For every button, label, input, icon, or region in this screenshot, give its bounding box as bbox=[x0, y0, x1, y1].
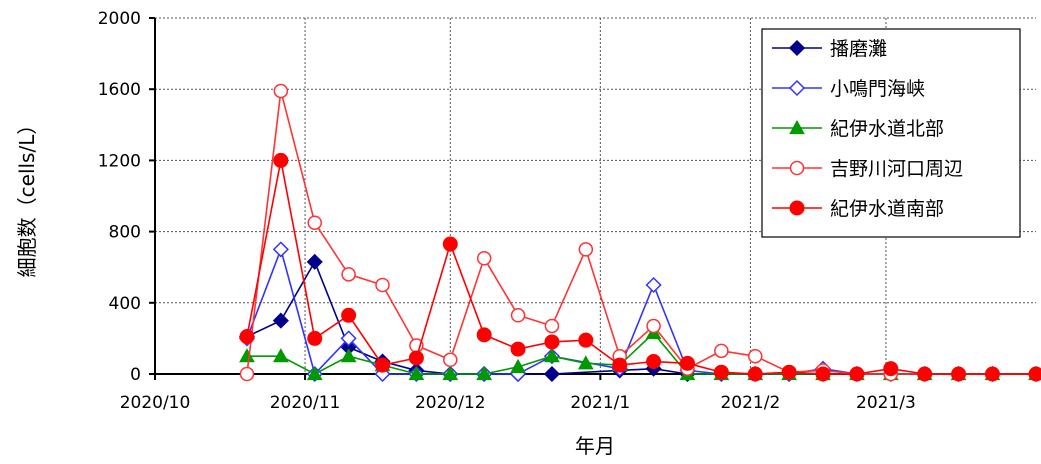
series-line bbox=[246, 260, 1036, 375]
legend-box bbox=[761, 28, 1021, 238]
data-point bbox=[815, 366, 831, 382]
x-axis-title: 年月 bbox=[575, 434, 615, 458]
data-point bbox=[543, 365, 560, 383]
data-point bbox=[340, 330, 357, 347]
data-point bbox=[510, 341, 526, 357]
legend-label: 吉野川河口周辺 bbox=[830, 158, 963, 180]
y-tick-labels: 0 400 800 1200 1600 2000 bbox=[98, 9, 141, 385]
data-point bbox=[476, 365, 493, 381]
series-1 bbox=[238, 241, 1041, 383]
legend-label: 紀伊水道南部 bbox=[830, 198, 944, 220]
data-point bbox=[408, 365, 425, 381]
legend-label: 紀伊水道北部 bbox=[830, 118, 944, 140]
data-point bbox=[306, 365, 323, 381]
series-group bbox=[238, 83, 1041, 383]
x-tick-labels: 2020/10 2020/11 2020/12 2021/1 2021/2 2021/3 bbox=[120, 393, 916, 413]
data-point bbox=[544, 334, 560, 350]
series-line bbox=[246, 246, 1036, 376]
data-point bbox=[883, 361, 899, 377]
data-point bbox=[984, 366, 1000, 382]
data-point bbox=[951, 366, 967, 382]
data-point bbox=[544, 318, 560, 334]
data-point bbox=[645, 276, 662, 294]
data-point bbox=[443, 352, 458, 368]
data-point bbox=[272, 312, 289, 329]
data-point bbox=[714, 343, 729, 359]
data-point bbox=[442, 236, 458, 252]
data-point bbox=[340, 348, 357, 363]
data-point bbox=[272, 241, 289, 258]
data-point bbox=[307, 215, 322, 230]
data-point bbox=[510, 358, 526, 373]
data-point bbox=[646, 354, 662, 370]
legend-swatch-marker bbox=[789, 160, 805, 176]
x-tick-label: 2020/12 bbox=[415, 393, 486, 413]
data-point bbox=[408, 350, 424, 366]
x-tick-label: 2020/10 bbox=[120, 393, 191, 413]
data-point bbox=[747, 366, 763, 382]
data-point bbox=[781, 364, 797, 380]
x-tick-label: 2021/3 bbox=[856, 393, 916, 413]
data-point bbox=[476, 251, 492, 266]
data-point bbox=[747, 348, 763, 364]
y-tick-label: 2000 bbox=[98, 9, 141, 29]
data-point bbox=[341, 307, 357, 323]
legend-swatch-marker bbox=[789, 119, 805, 135]
y-tick-label: 800 bbox=[109, 223, 141, 243]
data-point bbox=[306, 253, 323, 270]
legend-label: 小鳴門海峡 bbox=[830, 78, 925, 100]
data-point bbox=[577, 355, 594, 370]
data-point bbox=[375, 357, 391, 373]
data-point bbox=[273, 152, 289, 168]
y-tick-label: 400 bbox=[109, 294, 141, 314]
y-tick-label: 1200 bbox=[98, 151, 141, 171]
data-point bbox=[1028, 366, 1041, 382]
data-point bbox=[544, 348, 560, 363]
data-point bbox=[442, 365, 459, 381]
data-point bbox=[713, 364, 729, 380]
data-point bbox=[578, 332, 594, 348]
legend-swatch-marker bbox=[789, 200, 805, 216]
data-point bbox=[849, 366, 865, 382]
legend-swatch-marker bbox=[788, 79, 806, 97]
legend-label: 播磨灘 bbox=[830, 38, 887, 60]
series-4 bbox=[239, 152, 1041, 382]
data-point bbox=[273, 83, 289, 99]
data-point bbox=[273, 348, 289, 363]
data-point bbox=[239, 329, 255, 345]
y-tick-label: 0 bbox=[130, 365, 141, 385]
data-point bbox=[578, 242, 594, 257]
data-point bbox=[679, 355, 695, 371]
data-point bbox=[239, 366, 255, 382]
legend-swatch-marker bbox=[788, 39, 806, 57]
data-point bbox=[239, 348, 255, 363]
data-point bbox=[341, 267, 356, 282]
data-point bbox=[476, 327, 492, 343]
data-point bbox=[307, 330, 323, 346]
y-axis-title: 細胞数（cells/L） bbox=[15, 115, 39, 278]
x-tick-label: 2020/11 bbox=[270, 393, 341, 413]
data-point bbox=[375, 277, 390, 293]
data-point bbox=[917, 366, 933, 382]
data-point bbox=[646, 318, 661, 334]
y-tick-label: 1600 bbox=[98, 80, 141, 100]
data-point bbox=[510, 308, 526, 323]
x-tick-label: 2021/1 bbox=[570, 393, 630, 413]
data-point bbox=[612, 357, 628, 373]
x-tick-label: 2021/2 bbox=[720, 393, 780, 413]
